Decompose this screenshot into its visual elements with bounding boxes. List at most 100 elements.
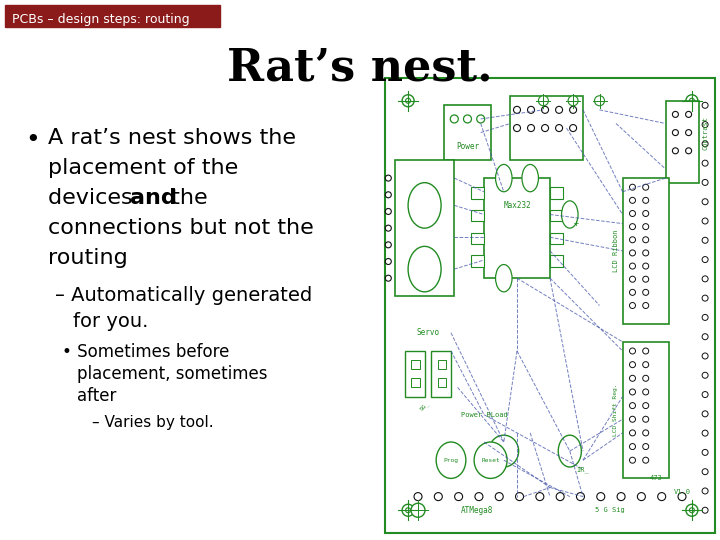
Circle shape [539, 96, 549, 106]
Circle shape [702, 141, 708, 147]
Circle shape [629, 289, 636, 295]
Circle shape [402, 504, 414, 516]
Circle shape [643, 263, 649, 269]
Circle shape [690, 508, 694, 513]
Circle shape [672, 148, 678, 154]
Text: Max232: Max232 [503, 201, 531, 210]
Circle shape [643, 348, 649, 354]
Circle shape [702, 392, 708, 397]
Circle shape [685, 130, 692, 136]
Bar [484, 178, 550, 278]
Circle shape [643, 224, 649, 230]
Circle shape [629, 197, 636, 204]
Circle shape [513, 125, 521, 132]
Circle shape [541, 106, 549, 113]
Circle shape [570, 106, 577, 113]
Ellipse shape [495, 165, 512, 192]
Circle shape [629, 224, 636, 230]
Circle shape [629, 302, 636, 308]
Circle shape [702, 102, 708, 109]
Bar [444, 105, 490, 160]
Text: PCBs – design steps: routing: PCBs – design steps: routing [12, 12, 189, 25]
Circle shape [686, 504, 698, 516]
Ellipse shape [474, 442, 507, 478]
Circle shape [643, 430, 649, 436]
Circle shape [643, 237, 649, 243]
Circle shape [643, 443, 649, 449]
Ellipse shape [436, 442, 466, 478]
Bar [438, 379, 446, 387]
Bar [431, 351, 451, 396]
Text: V1.0: V1.0 [673, 489, 690, 495]
Circle shape [702, 353, 708, 359]
Circle shape [629, 211, 636, 217]
Circle shape [637, 492, 645, 501]
Circle shape [629, 389, 636, 395]
Circle shape [629, 184, 636, 190]
Circle shape [702, 314, 708, 320]
Text: Power: Power [456, 141, 479, 151]
Circle shape [643, 302, 649, 308]
Circle shape [434, 492, 442, 501]
Bar [411, 379, 420, 387]
Circle shape [385, 242, 391, 248]
Circle shape [411, 503, 425, 517]
Circle shape [450, 115, 459, 123]
Circle shape [702, 449, 708, 455]
Text: LCD Shift Reg.: LCD Shift Reg. [613, 384, 618, 436]
Ellipse shape [489, 435, 518, 467]
Circle shape [643, 403, 649, 409]
Circle shape [597, 492, 605, 501]
Text: the: the [164, 188, 207, 208]
Circle shape [495, 492, 503, 501]
Circle shape [629, 362, 636, 368]
Text: Rat’s nest.: Rat’s nest. [228, 46, 492, 90]
Circle shape [702, 218, 708, 224]
Text: – Automatically generated: – Automatically generated [55, 286, 312, 305]
Circle shape [556, 125, 562, 132]
Circle shape [528, 125, 534, 132]
Circle shape [475, 492, 483, 501]
Text: 473: 473 [649, 475, 662, 481]
Bar [550, 233, 563, 244]
Ellipse shape [522, 165, 539, 192]
Circle shape [702, 334, 708, 340]
Circle shape [405, 98, 410, 103]
Bar [471, 233, 484, 244]
Text: placement of the: placement of the [48, 158, 238, 178]
Circle shape [405, 508, 410, 513]
Bar [438, 360, 446, 369]
Text: SG_: SG_ [418, 400, 431, 411]
Circle shape [385, 259, 391, 265]
Text: routing: routing [48, 248, 127, 268]
Circle shape [570, 125, 577, 132]
Text: Power BLoad: Power BLoad [461, 411, 508, 418]
Circle shape [643, 457, 649, 463]
Bar [471, 187, 484, 199]
Circle shape [702, 256, 708, 262]
Circle shape [686, 94, 698, 107]
Bar [665, 101, 698, 183]
Bar [550, 210, 563, 221]
Circle shape [702, 507, 708, 513]
Bar [395, 160, 454, 296]
Circle shape [629, 430, 636, 436]
Circle shape [643, 362, 649, 368]
Circle shape [629, 416, 636, 422]
Circle shape [702, 488, 708, 494]
Circle shape [617, 492, 625, 501]
Ellipse shape [408, 183, 441, 228]
Bar [405, 351, 425, 396]
Circle shape [629, 443, 636, 449]
Circle shape [528, 106, 534, 113]
Circle shape [690, 98, 694, 103]
Circle shape [629, 348, 636, 354]
Circle shape [657, 492, 666, 501]
Circle shape [464, 115, 472, 123]
Circle shape [702, 160, 708, 166]
Circle shape [556, 106, 562, 113]
Ellipse shape [558, 435, 581, 467]
Circle shape [672, 130, 678, 136]
Circle shape [702, 469, 708, 475]
Text: 5 G Sig: 5 G Sig [595, 507, 624, 513]
